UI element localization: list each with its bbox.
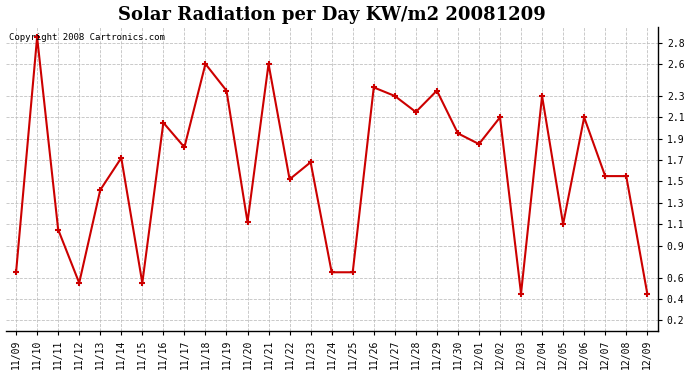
- Title: Solar Radiation per Day KW/m2 20081209: Solar Radiation per Day KW/m2 20081209: [118, 6, 546, 24]
- Text: Copyright 2008 Cartronics.com: Copyright 2008 Cartronics.com: [9, 33, 165, 42]
